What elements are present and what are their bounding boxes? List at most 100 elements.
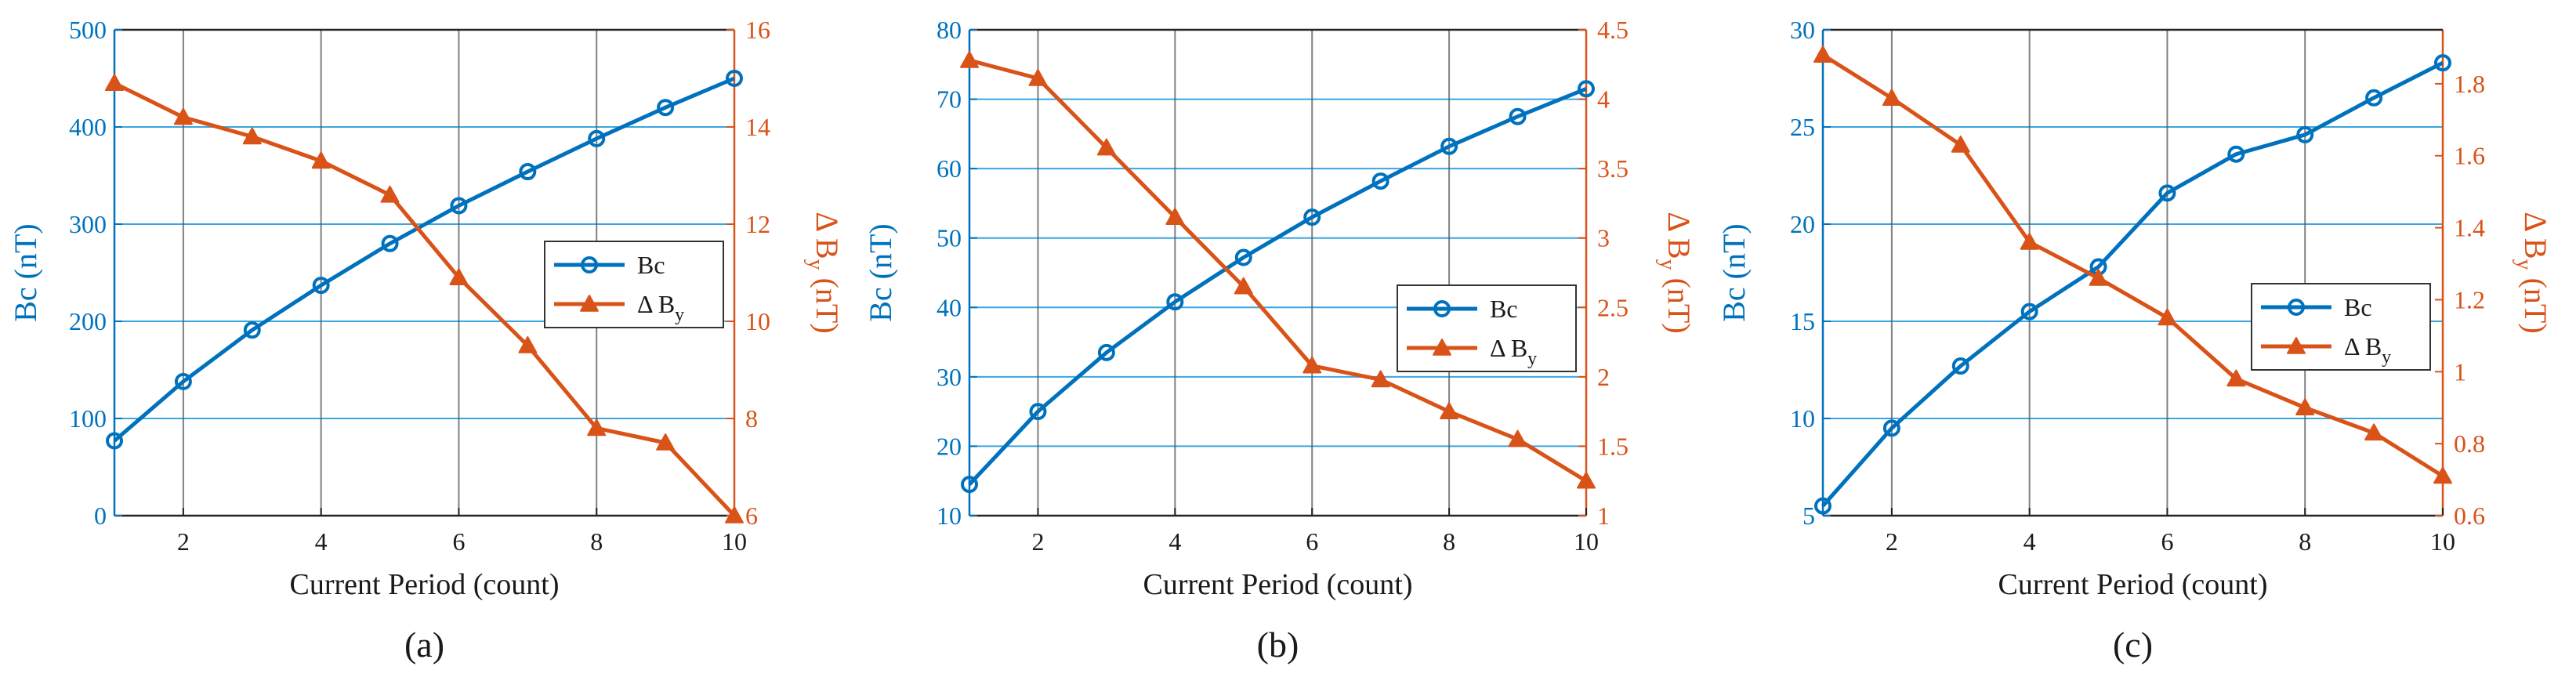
series-bc bbox=[106, 70, 743, 450]
y-tick-label-right: 3 bbox=[1597, 224, 1610, 252]
y-axis-label-left: Bc (nT) bbox=[1716, 223, 1752, 322]
x-tick-label: 8 bbox=[1443, 527, 1455, 556]
x-axis-label: Current Period (count) bbox=[1143, 568, 1412, 601]
x-tick-label: 6 bbox=[2161, 527, 2173, 556]
y-tick-label-left: 300 bbox=[69, 210, 107, 238]
legend-label: Bc bbox=[1490, 295, 1518, 323]
data-point bbox=[2365, 89, 2383, 107]
data-point bbox=[1371, 370, 1390, 388]
y-tick-label-left: 0 bbox=[94, 502, 107, 530]
x-tick-label: 8 bbox=[590, 527, 603, 556]
legend-marker bbox=[1433, 300, 1451, 317]
data-point bbox=[587, 418, 607, 436]
data-point bbox=[381, 234, 399, 252]
panel-caption: (b) bbox=[1257, 625, 1299, 665]
data-point bbox=[2020, 302, 2038, 321]
data-point bbox=[1951, 135, 1970, 153]
series-delta-by bbox=[1813, 45, 2452, 484]
data-point bbox=[518, 336, 538, 353]
data-point bbox=[2364, 423, 2384, 441]
y-tick-label-left: 25 bbox=[1790, 113, 1815, 141]
data-point bbox=[656, 433, 676, 451]
data-point bbox=[1509, 107, 1527, 125]
data-point bbox=[1813, 45, 1832, 63]
legend-marker bbox=[581, 256, 598, 273]
series-bc bbox=[961, 80, 1595, 494]
data-point bbox=[960, 50, 979, 68]
x-axis-label: Current Period (count) bbox=[1998, 568, 2267, 601]
data-point bbox=[1165, 208, 1185, 225]
y-tick-label-right: 14 bbox=[745, 113, 770, 141]
series-line bbox=[113, 76, 735, 443]
data-point bbox=[1096, 138, 1116, 156]
y-tick-label-left: 500 bbox=[69, 16, 107, 44]
data-point bbox=[1029, 403, 1047, 421]
data-point bbox=[1440, 402, 1459, 419]
legend: Bc Δ By bbox=[544, 241, 724, 328]
y-tick-label-left: 10 bbox=[1790, 404, 1815, 433]
data-point bbox=[2020, 232, 2039, 250]
y-tick-label-right: 1.5 bbox=[1597, 432, 1629, 460]
y-tick-label-left: 50 bbox=[937, 224, 962, 252]
y-tick-label-left: 200 bbox=[69, 307, 107, 335]
legend-label: Bc bbox=[2344, 293, 2372, 321]
x-tick-label: 6 bbox=[1306, 527, 1318, 556]
legend-marker bbox=[2287, 337, 2306, 354]
legend-label: Δ By bbox=[2344, 332, 2391, 368]
series-bc bbox=[1814, 54, 2451, 515]
y-tick-label-left: 5 bbox=[1802, 502, 1815, 530]
data-point bbox=[2226, 369, 2246, 387]
y-tick-label-left: 100 bbox=[69, 404, 107, 433]
data-point bbox=[1371, 172, 1389, 190]
y-tick-label-right: 1.6 bbox=[2454, 142, 2485, 170]
y-axis-label-right-sub: y bbox=[1655, 259, 1679, 270]
data-point bbox=[174, 372, 192, 390]
data-point bbox=[2433, 466, 2452, 484]
y-tick-label-left: 15 bbox=[1790, 307, 1815, 335]
legend-label-main: Δ B bbox=[1490, 334, 1527, 362]
chart-panel-1: 2 4 6 8 1001002003004005006810121416Current … bbox=[8, 16, 845, 665]
data-point bbox=[2434, 54, 2451, 72]
y-axis-label-right-main: Δ B bbox=[1661, 212, 1697, 259]
data-point bbox=[1882, 419, 1900, 437]
legend: Bc Δ By bbox=[2251, 283, 2431, 371]
y-tick-label-left: 30 bbox=[937, 363, 962, 391]
data-point bbox=[2158, 184, 2176, 202]
y-axis-label-left: Bc (nT) bbox=[863, 223, 898, 322]
x-tick-label: 2 bbox=[177, 527, 190, 556]
y-axis-label-right-unit: (nT) bbox=[2518, 270, 2553, 334]
y-tick-label-right: 12 bbox=[745, 210, 770, 238]
data-point bbox=[312, 277, 330, 295]
y-tick-label-left: 20 bbox=[1790, 210, 1815, 238]
y-axis-label-right: Δ By (nT) bbox=[2512, 212, 2553, 333]
y-tick-label-left: 30 bbox=[1790, 16, 1815, 44]
data-point bbox=[380, 185, 400, 203]
x-axis-label: Current Period (count) bbox=[289, 568, 559, 601]
y-axis-label-right-unit: (nT) bbox=[810, 270, 845, 334]
legend-label-sub: y bbox=[675, 305, 684, 325]
data-point bbox=[725, 506, 744, 523]
data-point bbox=[450, 197, 468, 215]
y-tick-label-right: 10 bbox=[745, 307, 770, 335]
legend-label-main: Bc bbox=[2344, 293, 2372, 321]
legend-label-main: Bc bbox=[1490, 295, 1518, 323]
data-point bbox=[1882, 89, 1901, 107]
legend: Bc Δ By bbox=[1397, 284, 1577, 372]
data-point bbox=[1440, 137, 1458, 155]
y-tick-label-left: 70 bbox=[937, 85, 962, 114]
x-tick-label: 2 bbox=[1886, 527, 1898, 556]
y-axis-label-right-sub: y bbox=[803, 259, 828, 270]
y-tick-label-right: 1 bbox=[1597, 502, 1610, 530]
y-tick-label-left: 80 bbox=[937, 16, 962, 44]
data-point bbox=[1097, 343, 1115, 361]
y-tick-label-right: 1 bbox=[2454, 357, 2466, 386]
panel-caption: (c) bbox=[2113, 625, 2153, 665]
legend-label-sub: y bbox=[2382, 347, 2391, 368]
legend-marker bbox=[580, 295, 599, 312]
data-point bbox=[961, 476, 978, 494]
data-point bbox=[2089, 268, 2108, 286]
data-point bbox=[2227, 145, 2245, 163]
data-point bbox=[1234, 277, 1253, 295]
legend-label-main: Δ B bbox=[2344, 332, 2382, 360]
y-tick-label-right: 0.6 bbox=[2454, 502, 2485, 530]
